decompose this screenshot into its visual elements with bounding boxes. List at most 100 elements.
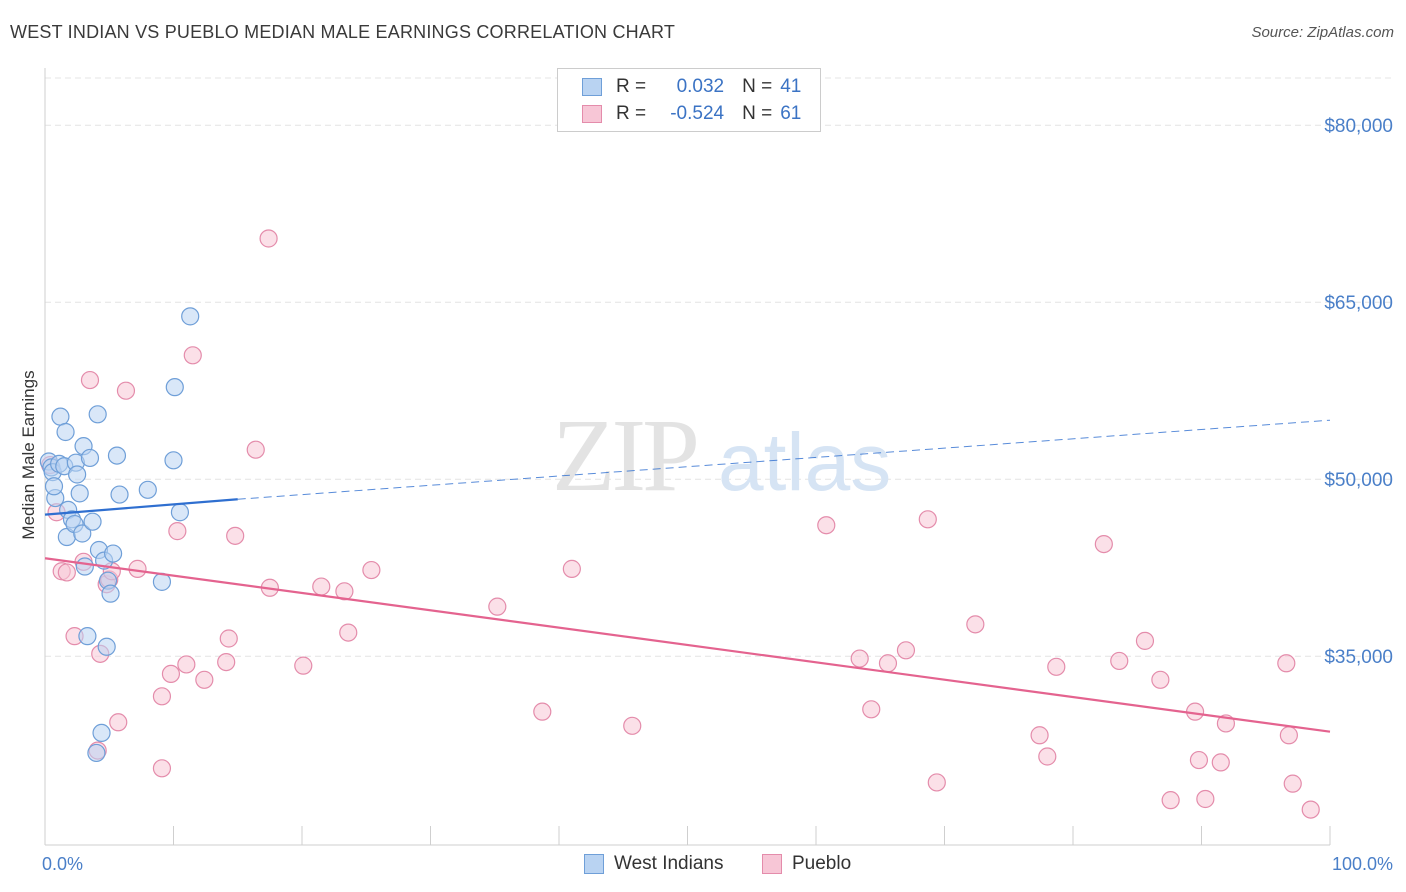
- data-point: [164, 451, 183, 470]
- y-tick-label: $80,000: [1324, 116, 1393, 137]
- data-point: [104, 544, 123, 563]
- data-point: [362, 560, 381, 580]
- data-point: [918, 510, 937, 529]
- data-point: [138, 480, 157, 499]
- legend-r-label: R =: [616, 76, 647, 97]
- watermark-zip: ZIP: [552, 398, 696, 513]
- data-point: [73, 524, 92, 543]
- data-point: [294, 656, 313, 675]
- data-point: [850, 649, 869, 668]
- data-point: [219, 629, 238, 648]
- data-point: [339, 623, 358, 642]
- data-point: [183, 346, 202, 365]
- y-tick-labels: $35,000 $50,000 $65,000 $80,000: [1324, 116, 1393, 668]
- data-point: [110, 485, 129, 504]
- y-tick-label: $50,000: [1324, 470, 1393, 491]
- data-point: [562, 559, 581, 578]
- data-point: [862, 700, 881, 719]
- data-point: [181, 307, 200, 326]
- data-point: [195, 670, 214, 689]
- x-tick-label-end: 100.0%: [1332, 854, 1393, 874]
- data-point: [533, 702, 552, 721]
- series-pueblo: [41, 229, 1320, 819]
- data-point: [168, 522, 187, 541]
- data-point: [335, 582, 354, 601]
- data-point: [44, 477, 64, 496]
- trend-line-west-indians: [44, 498, 238, 516]
- data-point: [1301, 800, 1320, 819]
- points: [39, 229, 1320, 819]
- data-point: [70, 484, 89, 503]
- data-point: [177, 655, 196, 674]
- legend-label-west-indians: West Indians: [614, 853, 724, 874]
- data-point: [1196, 789, 1215, 809]
- legend-label-pueblo: Pueblo: [792, 853, 852, 874]
- data-point: [966, 615, 985, 634]
- legend-swatch-west-indians: [582, 78, 602, 96]
- data-point: [246, 440, 265, 459]
- data-point: [107, 446, 127, 465]
- data-point: [927, 773, 946, 792]
- legend-r-value: 0.032: [676, 76, 725, 97]
- data-point: [116, 381, 136, 400]
- data-point: [1161, 791, 1180, 810]
- legend-r-value: -0.524: [670, 103, 725, 124]
- data-point: [51, 407, 70, 426]
- data-point: [1047, 657, 1066, 676]
- data-point: [80, 370, 100, 390]
- x-tick-label-start: 0.0%: [42, 854, 83, 874]
- data-point: [83, 512, 102, 531]
- data-point: [1030, 726, 1049, 745]
- y-axis-title: Median Male Earnings: [19, 370, 38, 539]
- legend-swatch-pueblo: [582, 105, 602, 123]
- data-point: [1038, 747, 1057, 766]
- data-point: [109, 713, 128, 732]
- legend-n-label: N =: [742, 76, 773, 97]
- data-point: [78, 627, 97, 646]
- data-point: [896, 641, 916, 660]
- legend-item-west-indians[interactable]: West Indians: [584, 852, 723, 876]
- data-point: [1211, 753, 1230, 772]
- data-point: [101, 584, 120, 603]
- data-point: [88, 405, 107, 424]
- data-point: [56, 422, 75, 442]
- data-point: [68, 465, 87, 484]
- data-point: [152, 687, 172, 706]
- data-point: [1277, 654, 1296, 673]
- data-point: [97, 637, 116, 656]
- data-point: [1151, 670, 1170, 689]
- data-point: [217, 652, 236, 672]
- legend-swatch-west-indians: [584, 854, 604, 874]
- data-point: [1279, 726, 1298, 745]
- data-point: [1189, 750, 1209, 770]
- data-point: [165, 378, 184, 397]
- y-axis-label: Median Male Earnings: [19, 370, 38, 539]
- legend-swatch-pueblo: [762, 854, 782, 874]
- data-point: [1110, 651, 1129, 671]
- source-credit: Source: ZipAtlas.com: [1251, 24, 1394, 41]
- data-point: [87, 743, 106, 763]
- data-point: [1094, 534, 1113, 554]
- data-point: [57, 563, 76, 582]
- watermark: ZIP atlas: [552, 398, 891, 513]
- data-point: [152, 759, 172, 778]
- legend-n-value: 61: [780, 103, 802, 124]
- data-point: [161, 664, 181, 684]
- trend-lines: [44, 419, 1331, 733]
- legend-row-pueblo: R = -0.524 N = 61: [582, 102, 801, 126]
- data-point: [878, 654, 898, 673]
- data-point: [80, 448, 100, 468]
- data-point: [817, 516, 836, 535]
- chart-title: WEST INDIAN VS PUEBLO MEDIAN MALE EARNIN…: [10, 22, 676, 42]
- data-point: [226, 526, 245, 545]
- data-point: [259, 229, 278, 248]
- data-point: [1283, 774, 1302, 793]
- trend-line-west-indians-extension: [237, 419, 1331, 500]
- x-tick-labels: 0.0% 100.0%: [42, 854, 1393, 874]
- series-west-indians: [39, 307, 200, 763]
- legend-r-label: R =: [616, 103, 647, 124]
- legend-item-pueblo[interactable]: Pueblo: [762, 852, 851, 876]
- data-point: [488, 597, 507, 616]
- data-point: [92, 723, 111, 743]
